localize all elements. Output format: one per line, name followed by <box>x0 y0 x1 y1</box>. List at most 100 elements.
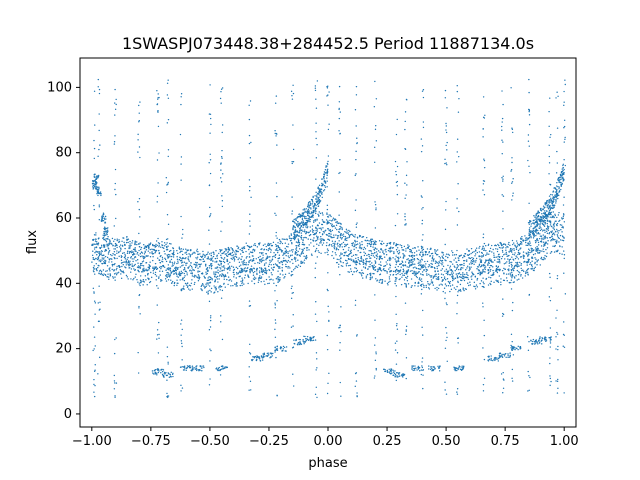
data-point <box>180 103 182 106</box>
data-point <box>158 370 160 372</box>
data-point <box>460 266 463 269</box>
data-point <box>529 242 531 244</box>
data-point <box>504 243 506 246</box>
data-point <box>385 245 388 247</box>
data-point <box>534 257 536 259</box>
data-point <box>93 234 96 236</box>
data-point <box>167 264 170 266</box>
data-point <box>298 222 300 225</box>
data-point <box>518 265 520 267</box>
data-point <box>300 225 302 227</box>
data-point <box>265 272 268 275</box>
data-point <box>225 255 228 257</box>
data-point <box>106 231 109 234</box>
data-point <box>536 238 538 241</box>
data-point <box>130 244 132 247</box>
data-point <box>107 248 110 250</box>
data-point <box>474 253 477 255</box>
data-point <box>379 261 382 263</box>
data-point <box>299 215 301 217</box>
data-point <box>455 288 457 291</box>
data-point <box>139 264 142 266</box>
data-point <box>483 286 485 289</box>
data-point <box>305 219 308 222</box>
data-point <box>333 246 335 248</box>
data-point <box>102 245 105 247</box>
data-point <box>481 255 483 257</box>
data-point <box>144 250 146 252</box>
data-point <box>209 278 212 281</box>
data-point <box>421 366 424 369</box>
data-point <box>361 241 363 243</box>
data-point <box>503 254 505 256</box>
data-point <box>485 245 487 247</box>
data-point <box>160 267 162 270</box>
data-point <box>302 249 304 251</box>
data-point <box>265 259 267 261</box>
data-point <box>420 261 422 263</box>
data-point <box>259 360 261 362</box>
data-point <box>353 235 355 238</box>
data-point <box>387 259 389 262</box>
data-point <box>198 369 201 371</box>
data-point <box>546 228 548 230</box>
data-point <box>338 263 340 266</box>
data-point <box>156 285 158 287</box>
data-point <box>515 248 518 251</box>
data-point <box>435 278 438 280</box>
data-point <box>553 223 555 225</box>
data-point <box>302 221 305 224</box>
data-point <box>489 270 491 272</box>
data-point <box>412 254 414 257</box>
data-point <box>348 246 350 249</box>
data-point <box>93 300 96 302</box>
data-point <box>508 265 510 267</box>
data-point <box>553 225 555 227</box>
data-point <box>163 266 166 268</box>
data-point <box>453 265 456 267</box>
data-point <box>527 251 529 253</box>
data-point <box>245 262 247 264</box>
data-point <box>410 261 413 263</box>
data-point <box>378 263 380 266</box>
data-point <box>383 368 385 370</box>
data-point <box>396 251 399 253</box>
data-point <box>180 340 183 342</box>
data-point <box>554 191 557 193</box>
data-point <box>513 242 515 244</box>
data-point <box>554 188 557 190</box>
data-point <box>518 272 521 274</box>
data-point <box>544 237 546 240</box>
data-point <box>149 261 151 263</box>
data-point <box>96 187 98 190</box>
data-point <box>520 237 522 239</box>
data-point <box>334 243 336 246</box>
data-point <box>454 369 456 372</box>
data-point <box>160 278 162 281</box>
data-point <box>139 266 142 268</box>
data-point <box>310 253 313 255</box>
data-point <box>295 339 297 341</box>
data-point <box>405 271 408 274</box>
data-point <box>513 346 515 349</box>
data-point <box>437 270 439 272</box>
data-point <box>157 110 159 112</box>
data-point <box>507 354 509 357</box>
data-point <box>115 103 117 106</box>
data-point <box>313 245 315 247</box>
data-point <box>544 235 547 237</box>
data-point <box>354 234 356 236</box>
data-point <box>556 216 558 219</box>
data-point <box>263 263 266 265</box>
data-point <box>129 260 131 262</box>
data-point <box>166 248 169 251</box>
data-point <box>547 227 550 229</box>
data-point <box>543 219 546 221</box>
data-point <box>307 220 310 222</box>
data-point <box>346 260 348 262</box>
data-point <box>291 243 293 245</box>
data-point <box>227 268 229 271</box>
data-point <box>330 215 332 218</box>
data-point <box>172 375 174 378</box>
data-point <box>378 240 381 242</box>
